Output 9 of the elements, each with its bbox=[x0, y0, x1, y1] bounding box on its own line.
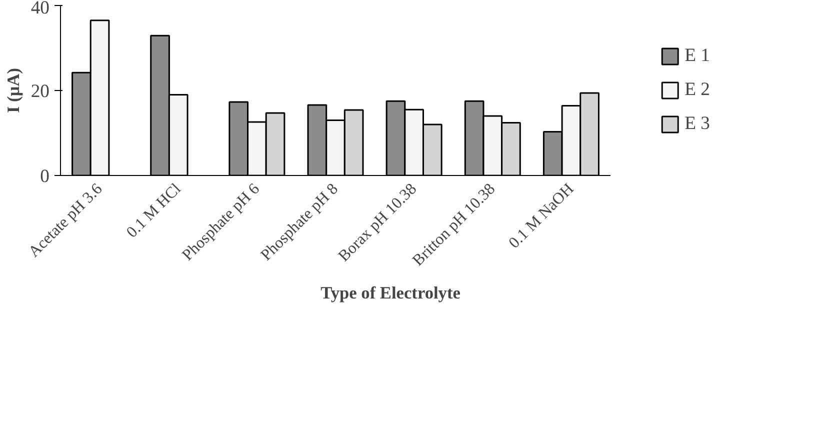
x-axis-title: Type of Electrolyte bbox=[320, 283, 461, 302]
y-tick-label: 40 bbox=[30, 0, 50, 18]
legend-label: E 1 bbox=[684, 45, 710, 67]
legend-label: E 2 bbox=[684, 79, 710, 101]
y-axis-title: I (µA) bbox=[4, 68, 23, 114]
legend-label: E 3 bbox=[684, 113, 710, 135]
y-tick-label: 0 bbox=[40, 166, 50, 187]
x-tick-label: 0.1 M HCl bbox=[124, 180, 185, 242]
y-tick-label: 20 bbox=[30, 81, 50, 102]
